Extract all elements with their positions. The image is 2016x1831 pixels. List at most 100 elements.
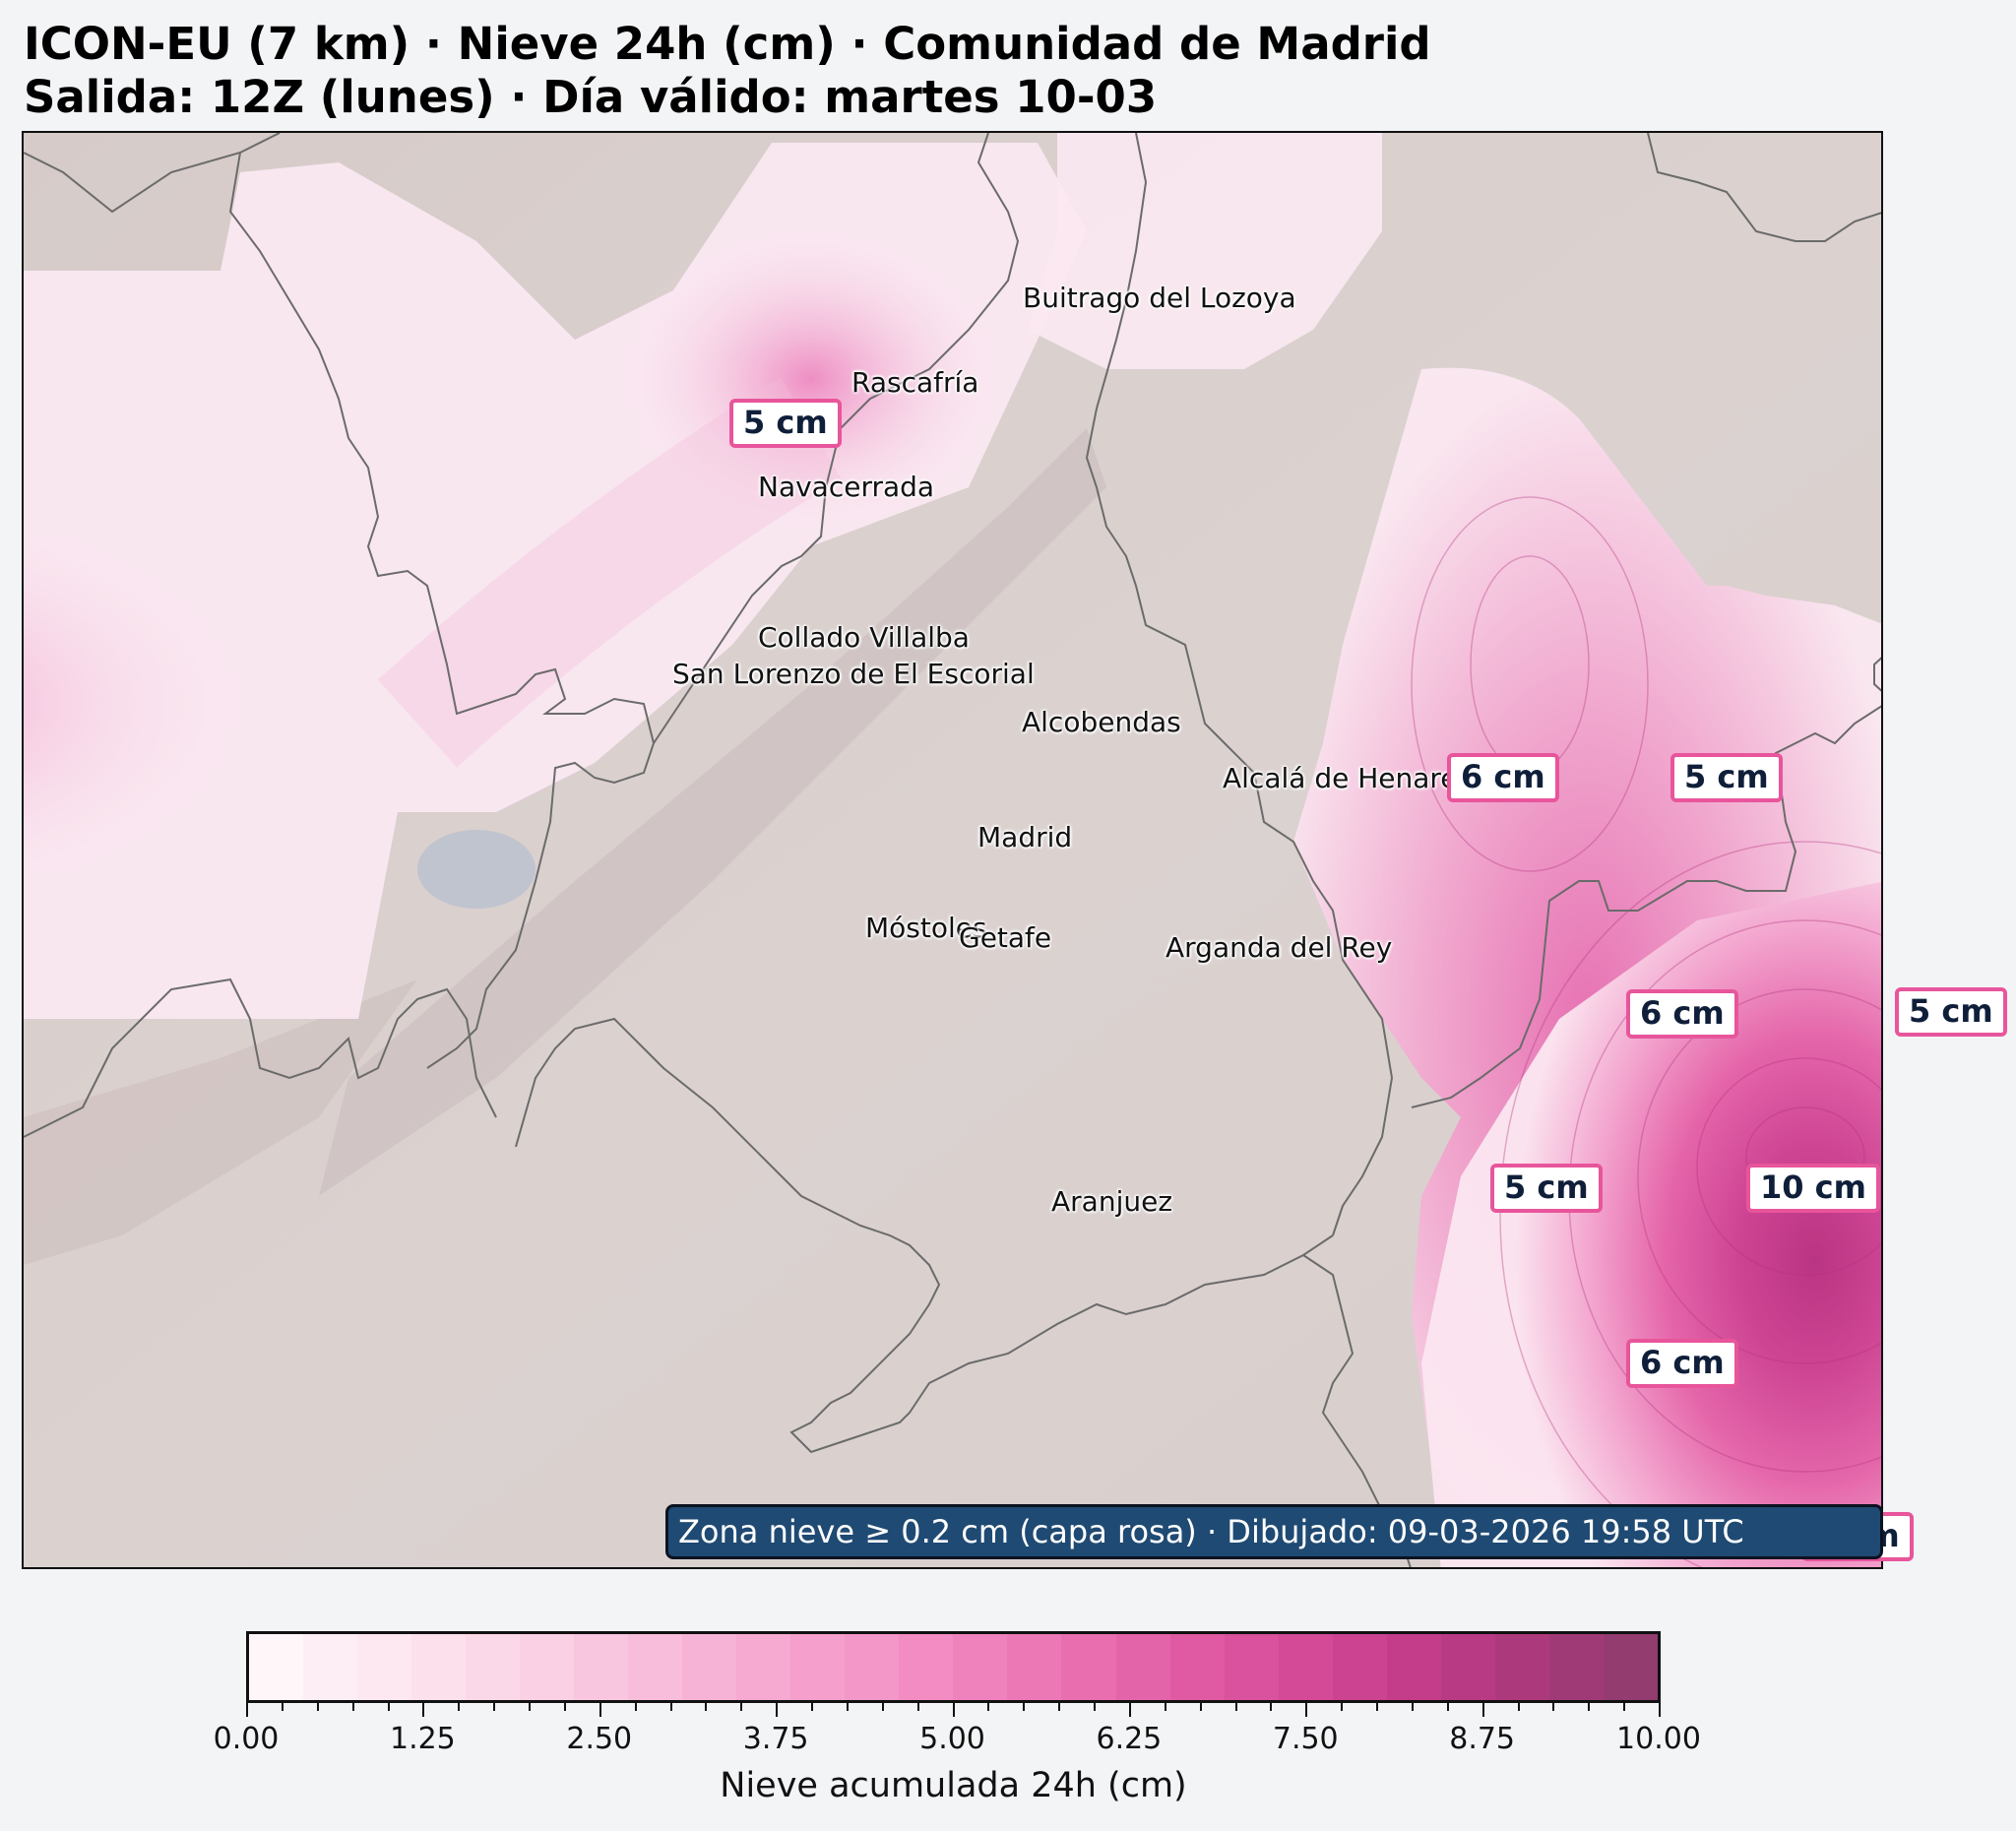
colorbar-minor-tick (1164, 1703, 1166, 1711)
colorbar-segment (1440, 1634, 1495, 1700)
colorbar-minor-tick (563, 1703, 566, 1711)
city-label-navacerrada: Navacerrada (758, 471, 935, 503)
colorbar-label: Nieve acumulada 24h (cm) (720, 1766, 1187, 1805)
city-label-alcala: Alcalá de Henares (1223, 762, 1473, 794)
map-panel[interactable]: Buitrago del Lozoya Rascafría Navacerrad… (22, 131, 1883, 1569)
colorbar-minor-tick (705, 1703, 708, 1711)
colorbar-segment (1224, 1634, 1279, 1700)
city-label-aranjuez: Aranjuez (1051, 1185, 1173, 1218)
colorbar-ticks (246, 1703, 1661, 1717)
colorbar-minor-tick (846, 1703, 849, 1711)
colorbar-tick-label: 5.00 (919, 1722, 985, 1756)
contour-label: 6 cm (1447, 753, 1559, 802)
colorbar-minor-tick (1623, 1703, 1626, 1711)
colorbar-minor-tick (351, 1703, 354, 1711)
contour-label: 5 cm (1670, 753, 1783, 802)
snow-overlay-layer (24, 133, 1881, 1567)
colorbar-segment (357, 1634, 412, 1700)
city-label-getafe: Getafe (959, 921, 1052, 954)
colorbar-segment (628, 1634, 683, 1700)
colorbar-segment (736, 1634, 791, 1700)
colorbar-segment (411, 1634, 467, 1700)
colorbar-minor-tick (987, 1703, 990, 1711)
city-label-madrid: Madrid (977, 821, 1073, 853)
contour-label: 6 cm (1626, 1339, 1738, 1388)
colorbar-segment (845, 1634, 900, 1700)
contour-label: 6 cm (1626, 989, 1738, 1039)
colorbar-tick-label: 8.75 (1449, 1722, 1516, 1756)
colorbar-segment (520, 1634, 575, 1700)
city-label-mostoles: Móstoles (865, 912, 987, 944)
colorbar-major-tick (1128, 1703, 1131, 1717)
colorbar-minor-tick (493, 1703, 496, 1711)
colorbar-minor-tick (1094, 1703, 1096, 1711)
colorbar-minor-tick (1376, 1703, 1378, 1711)
colorbar-minor-tick (669, 1703, 672, 1711)
colorbar-minor-tick (1199, 1703, 1202, 1711)
colorbar-segment (953, 1634, 1008, 1700)
colorbar-segment (1278, 1634, 1333, 1700)
colorbar-tick-label: 7.50 (1272, 1722, 1339, 1756)
colorbar-tick-label: 10.00 (1616, 1722, 1701, 1756)
colorbar-major-tick (1305, 1703, 1308, 1717)
colorbar-segment (1169, 1634, 1225, 1700)
colorbar (246, 1631, 1661, 1703)
colorbar-tick-label: 6.25 (1096, 1722, 1163, 1756)
colorbar-minor-tick (916, 1703, 919, 1711)
colorbar-segment (249, 1634, 304, 1700)
colorbar-minor-tick (316, 1703, 319, 1711)
colorbar-minor-tick (811, 1703, 813, 1711)
colorbar-major-tick (1481, 1703, 1484, 1717)
contour-label: 5 cm (729, 399, 842, 448)
colorbar-minor-tick (1446, 1703, 1449, 1711)
city-label-buitrago: Buitrago del Lozoya (1023, 282, 1296, 314)
colorbar-minor-tick (1411, 1703, 1414, 1711)
contour-label: 5 cm (1490, 1164, 1603, 1213)
colorbar-segment (1603, 1634, 1658, 1700)
colorbar-minor-tick (1023, 1703, 1026, 1711)
colorbar-major-tick (776, 1703, 779, 1717)
colorbar-minor-tick (1270, 1703, 1273, 1711)
city-label-san-lorenzo: San Lorenzo de El Escorial (672, 658, 1035, 690)
colorbar-minor-tick (1517, 1703, 1520, 1711)
colorbar-minor-tick (281, 1703, 284, 1711)
colorbar-tick-label: 3.75 (742, 1722, 809, 1756)
city-label-arganda: Arganda del Rey (1166, 931, 1393, 964)
colorbar-major-tick (422, 1703, 425, 1717)
colorbar-minor-tick (634, 1703, 637, 1711)
colorbar-minor-tick (881, 1703, 884, 1711)
colorbar-tick-label: 2.50 (566, 1722, 633, 1756)
colorbar-minor-tick (387, 1703, 390, 1711)
colorbar-segment (1332, 1634, 1387, 1700)
colorbar-minor-tick (1234, 1703, 1237, 1711)
colorbar-minor-tick (1058, 1703, 1061, 1711)
city-label-alcobendas: Alcobendas (1022, 706, 1181, 738)
colorbar-segment (790, 1634, 846, 1700)
colorbar-minor-tick (1341, 1703, 1344, 1711)
contour-label-outside: 5 cm (1895, 987, 2007, 1037)
colorbar-segment (1115, 1634, 1170, 1700)
colorbar-segment (1494, 1634, 1549, 1700)
colorbar-segment (899, 1634, 954, 1700)
colorbar-segment (682, 1634, 737, 1700)
colorbar-major-tick (952, 1703, 955, 1717)
colorbar-minor-tick (1588, 1703, 1591, 1711)
colorbar-tick-label: 0.00 (213, 1722, 280, 1756)
colorbar-segment (1386, 1634, 1441, 1700)
title-line-2: Salida: 12Z (lunes) · Día válido: martes… (24, 71, 1158, 123)
colorbar-minor-tick (458, 1703, 461, 1711)
colorbar-segment (1007, 1634, 1062, 1700)
city-label-collado-villalba: Collado Villalba (758, 621, 970, 654)
colorbar-segment (303, 1634, 358, 1700)
footer-info-badge: Zona nieve ≥ 0.2 cm (capa rosa) · Dibuja… (665, 1504, 1883, 1559)
colorbar-segment (466, 1634, 521, 1700)
colorbar-segment (574, 1634, 629, 1700)
colorbar-major-tick (246, 1703, 248, 1717)
colorbar-minor-tick (529, 1703, 531, 1711)
colorbar-minor-tick (740, 1703, 743, 1711)
title-line-1: ICON-EU (7 km) · Nieve 24h (cm) · Comuni… (24, 18, 1431, 70)
colorbar-tick-label: 1.25 (389, 1722, 456, 1756)
contour-label: 10 cm (1746, 1164, 1880, 1213)
colorbar-segment (1061, 1634, 1116, 1700)
colorbar-minor-tick (1552, 1703, 1555, 1711)
